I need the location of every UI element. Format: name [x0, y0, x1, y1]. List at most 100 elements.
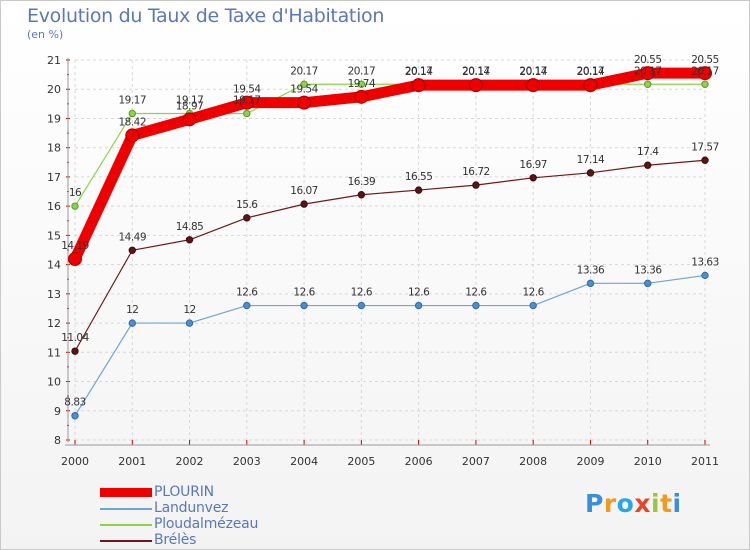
- data-label: 20.14: [577, 66, 605, 78]
- data-point: [640, 66, 655, 81]
- logo-letter: o: [616, 489, 635, 518]
- y-tick-label: 10: [47, 376, 61, 389]
- y-tick-label: 19: [47, 112, 61, 125]
- data-point: [128, 246, 136, 254]
- data-point: [243, 214, 251, 222]
- data-point: [300, 200, 308, 208]
- legend-swatch: [100, 488, 152, 497]
- legend-swatch: [100, 540, 152, 542]
- data-point: [472, 181, 480, 189]
- legend-label: Ploudalmézeau: [154, 516, 259, 532]
- data-label: 20.17: [405, 65, 433, 77]
- data-point: [468, 78, 483, 93]
- y-tick-label: 11: [47, 346, 61, 359]
- data-point: [71, 347, 79, 355]
- data-point: [185, 319, 194, 327]
- data-point: [357, 80, 366, 88]
- data-label: 19.54: [290, 84, 318, 96]
- data-point: [414, 301, 423, 310]
- data-point: [529, 301, 537, 310]
- logo-letter: i: [651, 489, 661, 518]
- data-label: 16.55: [405, 171, 433, 183]
- data-point: [297, 95, 312, 110]
- data-label: 20.17: [348, 65, 376, 77]
- data-label: 13.36: [577, 264, 605, 276]
- data-label: 14.85: [176, 221, 204, 233]
- data-label: 14.49: [118, 231, 146, 243]
- data-point: [243, 109, 251, 118]
- data-point: [472, 301, 480, 310]
- data-label: 20.55: [691, 54, 719, 66]
- data-label: 12: [183, 304, 195, 316]
- data-label: 20.17: [691, 65, 719, 77]
- logo-letter: P: [585, 489, 604, 518]
- data-label: 20.17: [290, 65, 318, 77]
- chart-title: Evolution du Taux de Taxe d'Habitation: [27, 5, 385, 27]
- data-label: 19.54: [233, 84, 261, 96]
- data-label: 16: [69, 187, 82, 199]
- data-point: [583, 78, 598, 93]
- data-labels: 11.04 14.49 14.85 15.6 16.07 16.39 16.55 16.72 1…: [61, 54, 719, 409]
- legend-label: Landunvez: [154, 500, 229, 516]
- y-tick-label: 18: [47, 142, 61, 155]
- data-point: [354, 89, 369, 104]
- data-label: 20.14: [405, 66, 433, 78]
- data-label: 12: [126, 304, 138, 316]
- series-line-landunvez: [74, 274, 706, 417]
- grid-lines: [74, 59, 706, 441]
- data-label: 12.6: [236, 287, 258, 299]
- data-point: [125, 128, 140, 143]
- data-point: [586, 279, 595, 288]
- data-label: 12.6: [293, 287, 315, 299]
- legend-label: PLOURIN: [154, 484, 214, 500]
- data-point: [701, 80, 709, 88]
- data-point: [414, 186, 423, 194]
- data-label: 20.55: [634, 54, 662, 66]
- data-label: 18.97: [176, 100, 204, 112]
- data-label: 19.74: [348, 78, 376, 90]
- data-label: 20.17: [462, 65, 490, 77]
- logo-letter: t: [660, 489, 673, 518]
- data-label: 13.63: [691, 256, 719, 268]
- x-tick-label: 2009: [576, 455, 604, 468]
- data-point: [644, 80, 652, 88]
- x-tick-label: 2005: [347, 455, 375, 468]
- data-label: 12.6: [351, 287, 373, 299]
- axes: 8 9 10 11 12 13 14 15 16 17 18 19 20 21 2000 2001 2002 20…: [47, 54, 719, 468]
- y-tick-label: 15: [47, 229, 61, 242]
- data-point: [71, 412, 79, 420]
- data-point: [411, 78, 426, 93]
- data-point: [701, 156, 709, 164]
- series-lines: [68, 66, 712, 420]
- proxiti-logo: Proxiti: [585, 489, 682, 518]
- data-label: 19.17: [176, 94, 204, 106]
- y-tick-label: 17: [47, 171, 61, 184]
- x-tick-label: 2006: [405, 455, 433, 468]
- logo-letter: i: [672, 489, 682, 518]
- data-point: [300, 301, 308, 310]
- legend-label: Brélès: [154, 532, 197, 548]
- x-tick-label: 2011: [691, 455, 719, 468]
- data-label: 16.72: [462, 166, 490, 178]
- data-label: 16.97: [519, 159, 547, 171]
- y-tick-label: 12: [47, 317, 61, 330]
- data-label: 17.4: [637, 146, 659, 158]
- data-point: [68, 252, 82, 267]
- x-tick-label: 2008: [519, 455, 547, 468]
- data-label: 11.04: [61, 332, 89, 344]
- data-point: [128, 109, 136, 118]
- y-tick-label: 9: [54, 405, 61, 418]
- chart-subtitle: (en %): [27, 28, 64, 41]
- x-tick-label: 2001: [118, 455, 146, 468]
- data-point: [701, 271, 709, 280]
- series-line-ploudalmézeau: [74, 83, 706, 207]
- data-point: [243, 301, 251, 310]
- series-line-brélès: [74, 159, 706, 352]
- data-label: 17.57: [691, 141, 719, 153]
- y-tick-label: 21: [47, 54, 61, 67]
- data-label: 19.17: [118, 94, 146, 106]
- y-tick-label: 14: [47, 259, 61, 272]
- x-tick-label: 2003: [233, 455, 261, 468]
- data-point: [698, 66, 712, 81]
- data-point: [357, 301, 366, 310]
